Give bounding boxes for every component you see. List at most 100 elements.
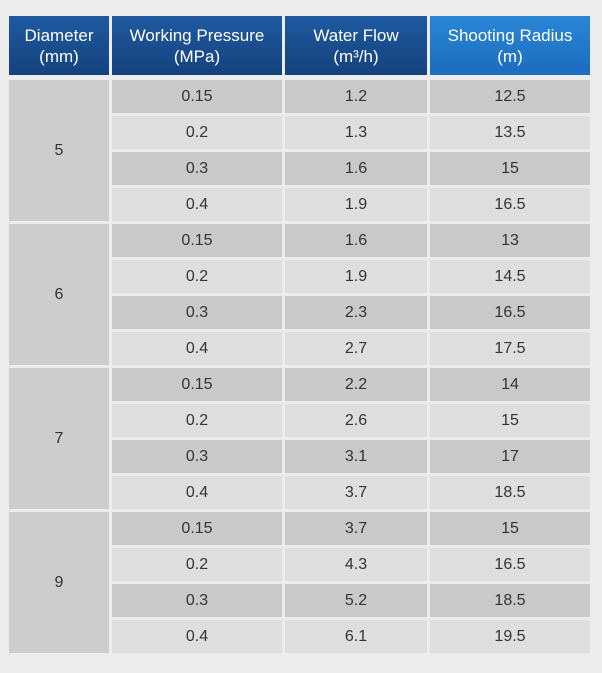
radius-cell: 12.5 [430, 80, 590, 113]
table-row-cell-wrap: 4.3 [285, 548, 427, 584]
table-row-cell-wrap: 0.2 [112, 260, 282, 296]
table-row-cell-wrap: 6.1 [285, 620, 427, 653]
flow-cell: 6.1 [285, 620, 427, 653]
header-pressure-unit: (MPa) [173, 46, 221, 66]
radius-cell: 14.5 [430, 260, 590, 293]
radius-cell: 16.5 [430, 296, 590, 329]
spec-table: Diameter (mm) Working Pressure (MPa) Wat… [9, 16, 590, 656]
table-row-cell-wrap: 2.7 [285, 332, 427, 365]
table-row-cell-wrap: 12.5 [430, 80, 590, 116]
table-row-cell-wrap: 14 [430, 368, 590, 404]
radius-cell: 17 [430, 440, 590, 473]
table-row-cell-wrap: 0.3 [112, 152, 282, 188]
pressure-cell: 0.3 [112, 296, 282, 329]
header-diameter-title: Diameter [24, 25, 94, 45]
pressure-cell: 0.15 [112, 224, 282, 257]
header-flow: Water Flow (m³/h) [285, 16, 427, 75]
flow-cell: 1.6 [285, 152, 427, 185]
flow-cell: 1.2 [285, 80, 427, 113]
table-row-cell-wrap: 0.3 [112, 584, 282, 620]
flow-cell: 4.3 [285, 548, 427, 581]
table-row-cell-wrap: 2.6 [285, 404, 427, 440]
pressure-cell: 0.3 [112, 584, 282, 617]
pressure-cell: 0.2 [112, 548, 282, 581]
table-row-cell-wrap: 0.2 [112, 548, 282, 584]
header-radius-unit: (m) [497, 46, 523, 66]
header-pressure: Working Pressure (MPa) [112, 16, 282, 75]
table-row-cell-wrap: 0.15 [112, 80, 282, 116]
table-row-cell-wrap: 14.5 [430, 260, 590, 296]
table-row-cell-wrap: 0.2 [112, 404, 282, 440]
diameter-group: 7 0.15 2.2 14 0.2 2.6 15 0.3 3.1 17 0.4 3.7 18.5 [9, 368, 590, 509]
flow-cell: 2.7 [285, 332, 427, 365]
table-row-cell-wrap: 3.7 [285, 512, 427, 548]
flow-cell: 1.3 [285, 116, 427, 149]
header-pressure-title: Working Pressure [129, 25, 265, 45]
diameter-group: 9 0.15 3.7 15 0.2 4.3 16.5 0.3 5.2 18.5 0.4 6.1 19.5 [9, 512, 590, 653]
flow-cell: 3.7 [285, 512, 427, 545]
table-row-cell-wrap: 0.15 [112, 512, 282, 548]
table-row-cell-wrap: 17 [430, 440, 590, 476]
table-row-cell-wrap: 5.2 [285, 584, 427, 620]
table-row-cell-wrap: 1.3 [285, 116, 427, 152]
table-row-cell-wrap: 1.9 [285, 260, 427, 296]
table-row-cell-wrap: 0.15 [112, 224, 282, 260]
header-flow-unit: (m³/h) [333, 46, 379, 66]
radius-cell: 13.5 [430, 116, 590, 149]
diameter-cell: 7 [9, 368, 109, 509]
table-row-cell-wrap: 0.4 [112, 188, 282, 221]
table-row-cell-wrap: 0.15 [112, 368, 282, 404]
diameter-cell: 5 [9, 80, 109, 221]
table-row-cell-wrap: 2.3 [285, 296, 427, 332]
flow-cell: 1.9 [285, 188, 427, 221]
table-row-cell-wrap: 16.5 [430, 548, 590, 584]
diameter-cell: 9 [9, 512, 109, 653]
pressure-cell: 0.2 [112, 116, 282, 149]
header-flow-title: Water Flow [313, 25, 399, 45]
radius-cell: 15 [430, 152, 590, 185]
table-row-cell-wrap: 0.2 [112, 116, 282, 152]
header-radius: Shooting Radius (m) [430, 16, 590, 75]
diameter-group: 6 0.15 1.6 13 0.2 1.9 14.5 0.3 2.3 16.5 0.4 2.7 17.5 [9, 224, 590, 365]
header-diameter-unit: (mm) [39, 46, 79, 66]
flow-cell: 3.7 [285, 476, 427, 509]
radius-cell: 18.5 [430, 476, 590, 509]
table-row-cell-wrap: 17.5 [430, 332, 590, 365]
pressure-cell: 0.4 [112, 476, 282, 509]
flow-cell: 3.1 [285, 440, 427, 473]
pressure-cell: 0.15 [112, 80, 282, 113]
table-row-cell-wrap: 1.6 [285, 224, 427, 260]
table-header: Diameter (mm) Working Pressure (MPa) Wat… [9, 16, 590, 75]
pressure-cell: 0.3 [112, 152, 282, 185]
flow-cell: 2.3 [285, 296, 427, 329]
header-diameter: Diameter (mm) [9, 16, 109, 75]
table-row-cell-wrap: 15 [430, 404, 590, 440]
pressure-cell: 0.15 [112, 512, 282, 545]
pressure-cell: 0.4 [112, 620, 282, 653]
table-row-cell-wrap: 0.4 [112, 332, 282, 365]
table-row-cell-wrap: 0.3 [112, 296, 282, 332]
flow-cell: 2.2 [285, 368, 427, 401]
table-row-cell-wrap: 1.2 [285, 80, 427, 116]
table-row-cell-wrap: 16.5 [430, 188, 590, 221]
table-row-cell-wrap: 3.1 [285, 440, 427, 476]
radius-cell: 14 [430, 368, 590, 401]
radius-cell: 17.5 [430, 332, 590, 365]
radius-cell: 16.5 [430, 188, 590, 221]
table-row-cell-wrap: 19.5 [430, 620, 590, 653]
table-row-cell-wrap: 15 [430, 512, 590, 548]
pressure-cell: 0.3 [112, 440, 282, 473]
table-body: 5 0.15 1.2 12.5 0.2 1.3 13.5 0.3 1.6 15 0.4 1.9 16.5… [9, 80, 590, 653]
diameter-cell: 6 [9, 224, 109, 365]
table-row-cell-wrap: 2.2 [285, 368, 427, 404]
table-row-cell-wrap: 0.4 [112, 476, 282, 509]
pressure-cell: 0.2 [112, 404, 282, 437]
table-row-cell-wrap: 18.5 [430, 476, 590, 509]
table-row-cell-wrap: 13.5 [430, 116, 590, 152]
table-row-cell-wrap: 3.7 [285, 476, 427, 509]
flow-cell: 1.9 [285, 260, 427, 293]
table-row-cell-wrap: 0.4 [112, 620, 282, 653]
radius-cell: 19.5 [430, 620, 590, 653]
table-row-cell-wrap: 1.9 [285, 188, 427, 221]
pressure-cell: 0.4 [112, 332, 282, 365]
